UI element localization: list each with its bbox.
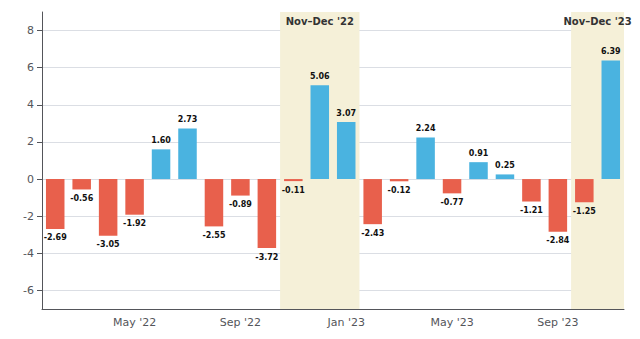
svg-text:May '23: May '23	[430, 316, 473, 329]
svg-text:4: 4	[27, 98, 34, 111]
svg-text:3.07: 3.07	[336, 109, 356, 118]
svg-text:-2.84: -2.84	[546, 236, 569, 245]
svg-text:Nov–Dec '23: Nov–Dec '23	[563, 16, 631, 27]
svg-text:-0.89: -0.89	[229, 200, 252, 209]
svg-text:Sep '22: Sep '22	[220, 316, 261, 329]
svg-text:-2.43: -2.43	[361, 229, 384, 238]
svg-text:-3.72: -3.72	[255, 253, 278, 262]
svg-text:0.91: 0.91	[469, 149, 489, 158]
svg-text:-0.56: -0.56	[70, 194, 93, 203]
svg-text:6: 6	[27, 61, 34, 74]
svg-text:Jan '23: Jan '23	[326, 316, 364, 329]
svg-text:-1.92: -1.92	[123, 219, 146, 228]
svg-text:0.25: 0.25	[495, 161, 515, 170]
svg-text:-3.05: -3.05	[97, 240, 120, 249]
svg-text:-2.69: -2.69	[44, 233, 67, 242]
svg-text:-4: -4	[23, 247, 34, 260]
svg-text:Sep '23: Sep '23	[537, 316, 578, 329]
svg-text:-2: -2	[23, 210, 34, 223]
svg-text:-6: -6	[23, 284, 34, 297]
svg-text:May '22: May '22	[113, 316, 156, 329]
svg-text:1.60: 1.60	[151, 136, 171, 145]
svg-text:Nov–Dec '22: Nov–Dec '22	[286, 16, 354, 27]
svg-text:0: 0	[27, 173, 34, 186]
svg-text:8: 8	[27, 24, 34, 37]
svg-text:-1.21: -1.21	[520, 206, 543, 215]
svg-text:-2.55: -2.55	[202, 231, 225, 240]
svg-text:2: 2	[27, 135, 34, 148]
svg-text:-0.12: -0.12	[388, 186, 411, 195]
svg-text:-0.11: -0.11	[282, 186, 305, 195]
svg-text:2.73: 2.73	[178, 115, 198, 124]
svg-text:-0.77: -0.77	[441, 198, 464, 207]
svg-text:-1.25: -1.25	[573, 207, 596, 216]
svg-text:6.39: 6.39	[601, 47, 621, 56]
svg-text:5.06: 5.06	[310, 72, 330, 81]
svg-text:2.24: 2.24	[416, 124, 436, 133]
